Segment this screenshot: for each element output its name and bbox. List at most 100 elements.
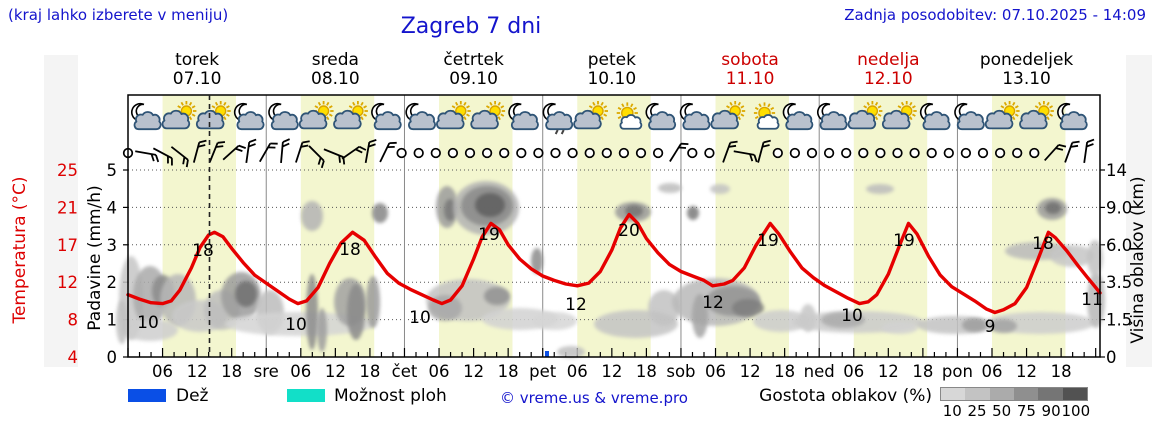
wind-barb-icon [308, 145, 325, 169]
wind-barb-icon [208, 141, 226, 163]
gradient-step [1013, 388, 1039, 400]
rain-legend-swatch [128, 389, 166, 402]
temperature-value-label: 9 [985, 317, 996, 337]
wind-barb-icon [192, 139, 207, 163]
weather-icon-moon-cloud [508, 102, 539, 131]
weather-icon-sun-cloud [298, 101, 334, 130]
weather-icon-moon-cloud [233, 102, 265, 131]
wind-calm-icon [858, 147, 869, 159]
sun-glyph [176, 101, 197, 121]
time-axis-label: 06 [705, 362, 726, 381]
time-axis-label: 18 [498, 362, 519, 381]
rain-bar [545, 351, 549, 357]
cloud-axis-tick-label: 9.0 [1106, 198, 1132, 217]
wind-calm-icon [584, 147, 595, 159]
gradient-step [1038, 388, 1063, 400]
weather-icon-moon-cloud [1057, 102, 1088, 131]
cloud-glyph [881, 109, 911, 130]
temperature-value-label: 12 [702, 293, 724, 313]
time-axis-label: 12 [187, 362, 208, 381]
wind-barb-icon [669, 142, 689, 162]
weather-icon-moon-cloud [954, 102, 985, 131]
cloud-blob [531, 248, 543, 274]
wind-barb-icon [1064, 140, 1080, 163]
cloud-blob [533, 312, 577, 330]
wind-barb-icon [364, 138, 377, 164]
wind-calm-icon [635, 147, 647, 159]
weather-icon-sun-cloud [573, 101, 608, 130]
weather-icon-sun-cloud [1019, 101, 1054, 130]
cloud-blob [753, 310, 809, 332]
cloud-glyph [682, 111, 711, 131]
wind-calm-icon [499, 147, 510, 159]
temp-axis-tick-label: 12 [57, 273, 78, 292]
wind-calm-icon [430, 147, 441, 159]
wind-calm-icon [396, 147, 407, 159]
temperature-value-label: 19 [893, 231, 915, 251]
cloud-glyph [298, 109, 328, 130]
temperature-value-label: 11 [1081, 290, 1103, 310]
cloud-blob [366, 276, 380, 328]
time-axis-label: 18 [221, 362, 242, 381]
gradient-stop-label: 25 [967, 402, 987, 420]
wind-calm-icon [806, 147, 818, 159]
cloud-glyph [847, 109, 877, 130]
cloud-blob [306, 274, 318, 350]
wind-barb-icon [259, 142, 278, 163]
showers-legend-swatch [287, 389, 325, 402]
rain-legend-label: Dež [176, 386, 209, 406]
weather-icon-sun-cloud [195, 101, 231, 130]
wind-barb-icon [722, 140, 738, 163]
day-abbr-label: pet [529, 362, 557, 381]
wind-calm-icon [413, 147, 424, 159]
day-name: nedelja [857, 50, 920, 70]
cloud-blob [989, 319, 1017, 333]
cloud-glyph [333, 109, 362, 130]
wind-calm-icon [447, 147, 459, 159]
cloud-blob [821, 312, 865, 328]
wind-calm-icon [618, 147, 630, 159]
gradient-stop-label: 100 [1061, 402, 1091, 420]
wind-calm-icon [892, 147, 903, 159]
copyright-link[interactable]: © vreme.us & vreme.pro [500, 389, 688, 407]
weather-icon-moon-cloud [645, 102, 677, 131]
temperature-value-label: 19 [757, 231, 779, 251]
rain-mark [554, 129, 559, 135]
wind-calm-icon [960, 147, 972, 159]
precip-axis-tick-label: 5 [107, 161, 118, 180]
wind-calm-icon [994, 147, 1006, 159]
wind-calm-icon [926, 147, 937, 159]
wind-calm-icon [943, 147, 954, 159]
cloud-glyph [619, 114, 643, 130]
wind-calm-icon [977, 147, 989, 159]
cloud-glyph [922, 111, 951, 131]
day-name: sobota [721, 50, 779, 70]
temp-axis-tick-label: 25 [57, 161, 78, 180]
wind-barb-icon [152, 147, 173, 166]
cloud-blob [710, 184, 730, 194]
cloud-density-label: Gostota oblakov (%) [759, 386, 932, 406]
cloud-glyph [436, 109, 465, 130]
day-abbr-label: sre [254, 362, 279, 381]
time-axis-label: 06 [290, 362, 311, 381]
weather-icon-sun-cloud [847, 101, 883, 130]
time-axis-label: 12 [463, 362, 484, 381]
temperature-value-label: 18 [339, 240, 361, 260]
cloud-axis-tick-label: 0 [1106, 348, 1117, 367]
wind-barb-icon [170, 146, 189, 168]
temperature-value-label: 10 [409, 308, 431, 328]
wind-calm-icon [875, 147, 886, 159]
weather-icon-sun-cloud [436, 101, 471, 130]
sun-glyph [896, 101, 917, 121]
time-axis-label: 12 [601, 362, 622, 381]
weather-icon-moon-cloud [816, 102, 848, 131]
day-name: sreda [311, 50, 359, 70]
day-name: četrtek [443, 50, 504, 70]
time-axis-label: 06 [982, 362, 1003, 381]
cloud-glyph [1059, 111, 1088, 131]
time-axis-label: 06 [429, 362, 450, 381]
cloud-glyph [510, 111, 539, 131]
temperature-value-label: 12 [565, 295, 587, 315]
